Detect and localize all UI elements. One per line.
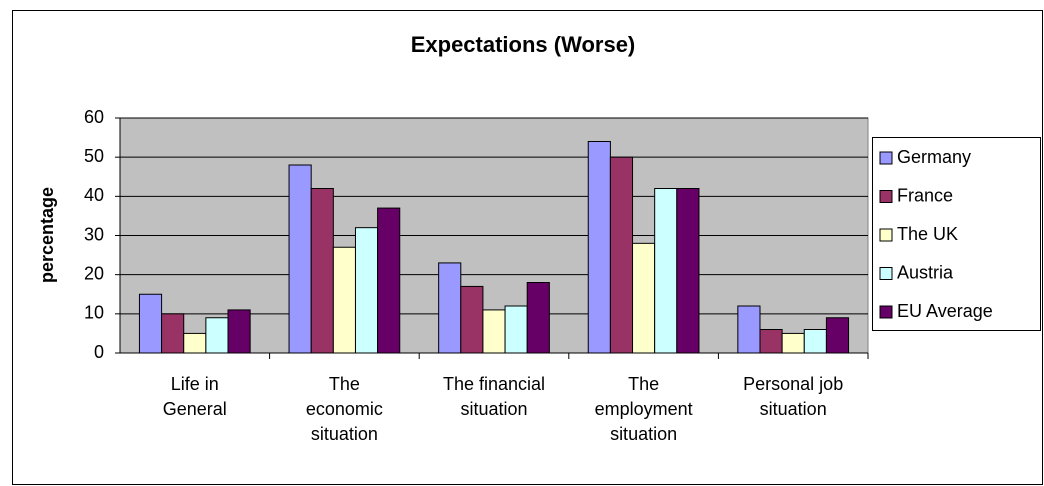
bar [227, 309, 251, 354]
legend-swatch [879, 228, 893, 242]
bar [138, 293, 163, 354]
legend-label: Germany [897, 147, 971, 167]
bar [803, 329, 827, 354]
legend-swatch [879, 190, 893, 203]
bar [332, 246, 356, 354]
bar [676, 188, 700, 354]
x-tick-label: The financial situation [442, 374, 546, 419]
y-tick-label: 40 [84, 185, 104, 205]
bar [482, 309, 506, 354]
legend-swatch [879, 267, 893, 280]
bar [654, 188, 678, 354]
y-tick-label: 10 [84, 303, 104, 323]
x-tick-label: The employment situation [594, 374, 693, 444]
bar [504, 305, 528, 354]
bar [526, 282, 550, 354]
bar [161, 313, 185, 354]
legend-label: Austria [897, 262, 954, 282]
bar [632, 242, 656, 354]
bar [737, 305, 761, 354]
x-tick-label: Life in General [162, 374, 227, 419]
legend [872, 137, 1041, 331]
bar [310, 188, 334, 354]
legend-label: France [897, 185, 953, 205]
bar [759, 329, 783, 354]
bar [609, 156, 634, 354]
y-axis-label: percentage [37, 187, 57, 283]
y-tick-label: 60 [84, 107, 104, 127]
y-tick-label: 0 [94, 342, 104, 362]
legend-swatch [879, 305, 893, 319]
bar [288, 164, 312, 354]
x-tick-label: The economic situation [305, 374, 383, 444]
bar [781, 332, 805, 354]
bar [205, 317, 229, 354]
chart-title: Expectations (Worse) [411, 32, 636, 57]
bar [354, 227, 379, 354]
bar [587, 141, 611, 354]
bar [377, 207, 401, 354]
legend-swatch [879, 151, 893, 165]
legend-label: The UK [897, 224, 958, 244]
x-tick-label: Personal job situation [743, 374, 844, 419]
bar [460, 285, 484, 354]
bar [825, 317, 850, 354]
y-tick-label: 50 [84, 146, 104, 166]
bar [438, 262, 462, 354]
y-tick-label: 20 [84, 263, 104, 283]
legend-label: EU Average [897, 301, 993, 321]
y-tick-label: 30 [84, 224, 104, 244]
bar [183, 332, 207, 354]
